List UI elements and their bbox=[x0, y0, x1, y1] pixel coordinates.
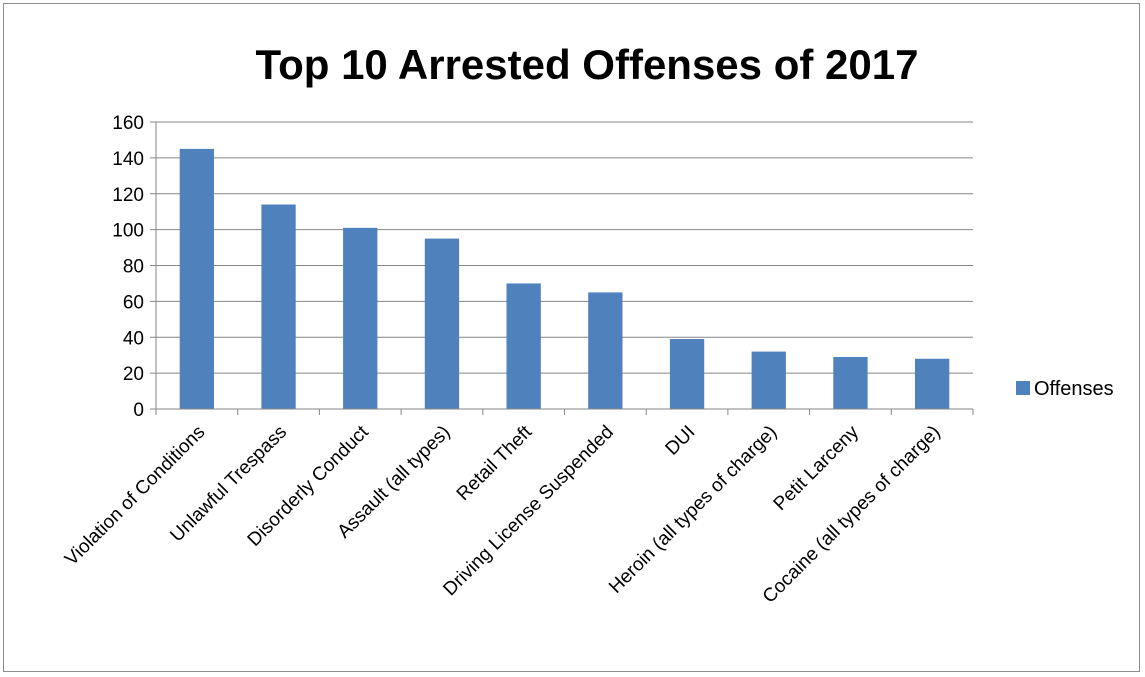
chart-frame: Top 10 Arrested Offenses of 2017 0 20 40 60… bbox=[3, 3, 1140, 672]
y-tick-label: 60 bbox=[123, 292, 144, 313]
x-tick-label: Cocaine (all types of charge) bbox=[759, 422, 945, 608]
legend-label: Offenses bbox=[1034, 378, 1114, 400]
axes bbox=[150, 121, 974, 415]
x-tick-label: DUI bbox=[662, 422, 700, 460]
bar-5 bbox=[588, 292, 623, 409]
x-tick-label: Heroin (all types of charge) bbox=[605, 422, 781, 598]
x-tick-label: Retail Theft bbox=[453, 421, 537, 505]
bar-6 bbox=[669, 339, 705, 409]
y-tick-label: 40 bbox=[123, 328, 144, 349]
y-tick-label: 80 bbox=[123, 257, 144, 278]
legend-swatch bbox=[1016, 381, 1030, 395]
y-tick-label: 20 bbox=[123, 364, 144, 385]
bar-7 bbox=[751, 351, 786, 409]
y-tick-label: 120 bbox=[112, 185, 144, 206]
y-tick-label: 140 bbox=[112, 149, 144, 170]
bar-2 bbox=[343, 227, 378, 409]
x-tick-label: Driving License Suspended bbox=[439, 422, 617, 600]
bar-4 bbox=[506, 283, 541, 409]
bar-8 bbox=[833, 356, 868, 409]
bars bbox=[179, 148, 950, 409]
bar-9 bbox=[914, 358, 950, 409]
y-tick-label: 0 bbox=[133, 400, 144, 421]
y-tick-label: 100 bbox=[112, 221, 144, 242]
bar-1 bbox=[261, 204, 296, 409]
y-tick-label: 160 bbox=[112, 113, 144, 134]
x-tick-label: Violation of Conditions bbox=[61, 422, 209, 570]
chart-title: Top 10 Arrested Offenses of 2017 bbox=[256, 41, 919, 88]
y-axis-tick-labels: 0 20 40 60 80 100 120 140 160 bbox=[112, 113, 144, 421]
legend: Offenses bbox=[1016, 378, 1114, 400]
bar-3 bbox=[424, 238, 460, 409]
bar-chart: Top 10 Arrested Offenses of 2017 0 20 40 60… bbox=[61, 41, 1114, 608]
bar-0 bbox=[179, 148, 215, 409]
